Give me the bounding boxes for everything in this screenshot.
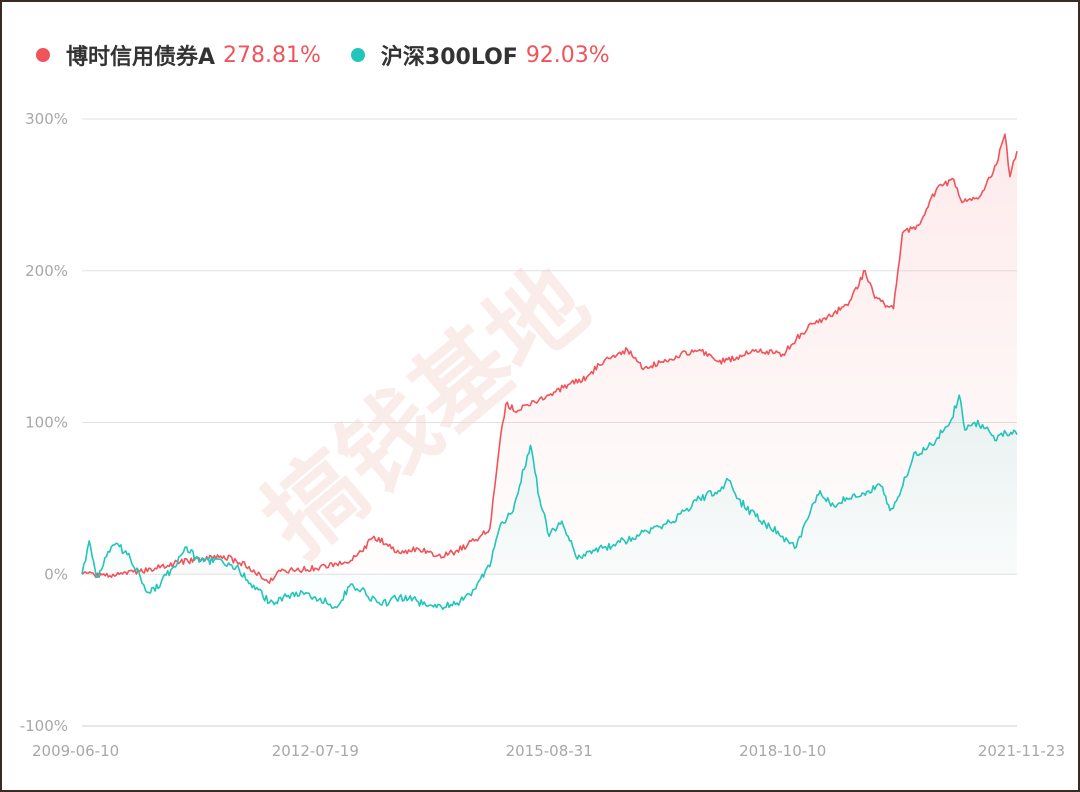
area-layer [82,134,1017,610]
x-tick-label-2: 2015-08-31 [506,742,593,760]
legend-item-series-b[interactable]: 沪深300LOF 92.03% [350,39,610,71]
legend-value-series-a: 278.81% [223,42,321,68]
x-tick-label-4: 2021-11-23 [978,742,1065,760]
series-line-0[interactable] [81,133,1018,584]
x-tick-label-1: 2012-07-19 [272,742,359,760]
y-tick-label-2: 100% [25,414,68,432]
legend-dot-series-b [350,48,365,62]
legend-name-series-b: 沪深300LOF [380,45,518,70]
y-tick-label-0: -100% [20,717,68,735]
legend: 博时信用债券A 278.81% 沪深300LOF 92.03% [36,38,640,72]
series-area-0 [82,134,1017,584]
series-area-1 [82,395,1017,610]
x-tick-label-0: 2009-06-10 [32,742,119,760]
legend-dot-series-a [36,48,50,62]
legend-value-series-b: 92.03% [525,42,610,68]
y-tick-label-1: 0% [44,565,68,583]
y-tick-label-3: 200% [25,262,68,280]
legend-item-series-a[interactable]: 博时信用债券A 278.81% [36,39,321,71]
series-line-1[interactable] [81,394,1018,611]
y-tick-label-4: 300% [25,110,68,128]
line-layer [81,133,1018,611]
legend-name-series-a: 博时信用债券A [66,45,216,70]
x-tick-label-3: 2018-10-10 [739,742,826,760]
axis-layer: -100% 0% 100% 200% 300% 2009-06-10 2012-07-19 2… [20,110,1065,760]
